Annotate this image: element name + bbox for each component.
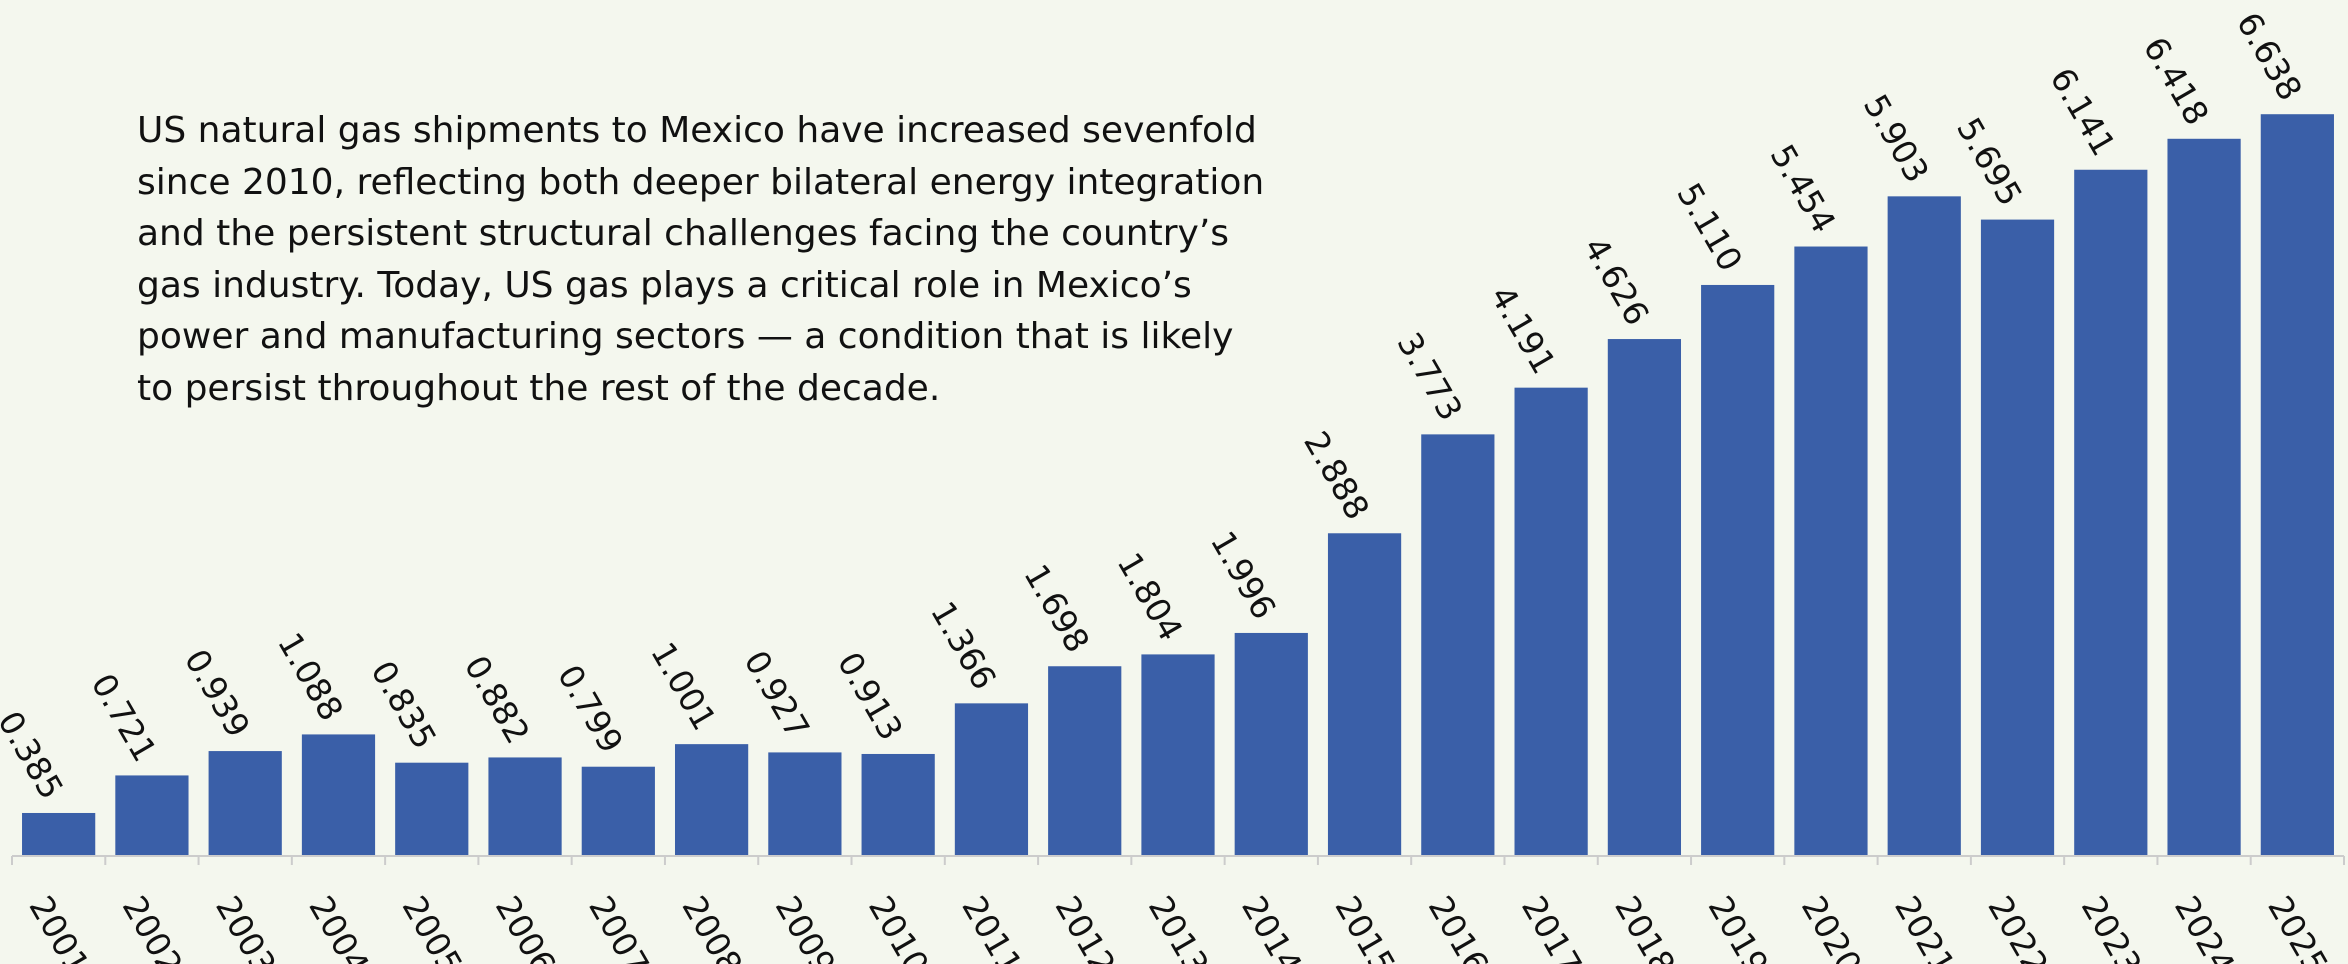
bar-2019 (1701, 284, 1775, 857)
bar-2023 (2074, 169, 2148, 856)
tick-label-2002: 2002 (115, 889, 191, 964)
bar-2006 (488, 757, 562, 856)
tick-label-2004: 2004 (301, 889, 377, 964)
tick-label-2021: 2021 (1887, 889, 1963, 964)
value-label-2013: 1.804 (1110, 546, 1191, 647)
value-label-2015: 2.888 (1296, 425, 1377, 526)
bar-2024 (2167, 138, 2241, 857)
value-label-2007: 0.799 (550, 658, 631, 759)
bar-2016 (1421, 434, 1495, 856)
tick-label-2006: 2006 (488, 889, 564, 964)
value-label-2009: 0.927 (736, 644, 817, 745)
tick-label-2019: 2019 (1701, 889, 1777, 964)
value-label-2018: 4.626 (1576, 230, 1657, 331)
tick-label-2013: 2013 (1141, 889, 1217, 964)
tick-label-2010: 2010 (861, 889, 937, 964)
bar-2017 (1514, 387, 1588, 856)
tick-label-2020: 2020 (1794, 889, 1870, 964)
bar-2025 (2260, 114, 2334, 856)
tick-label-2009: 2009 (768, 889, 844, 964)
bar-2018 (1607, 339, 1682, 856)
bar-2009 (768, 752, 842, 856)
bar-2002 (115, 775, 189, 856)
tick-label-2024: 2024 (2167, 889, 2243, 964)
tick-label-2022: 2022 (1980, 889, 2056, 964)
value-label-2005: 0.835 (363, 654, 444, 755)
tick-label-2023: 2023 (2074, 889, 2150, 964)
bar-2015 (1327, 533, 1402, 856)
tick-marks-group (11, 856, 2345, 865)
value-label-2020: 5.454 (1763, 138, 1844, 239)
tick-label-2016: 2016 (1421, 889, 1497, 964)
value-label-2022: 5.695 (1949, 111, 2030, 212)
bar-2014 (1234, 632, 1308, 856)
value-label-2021: 5.903 (1856, 88, 1937, 189)
tick-label-2017: 2017 (1514, 889, 1590, 964)
bars-group (22, 114, 2334, 857)
bar-2008 (674, 744, 749, 856)
tick-label-2014: 2014 (1234, 889, 1310, 964)
bar-2012 (1048, 666, 1122, 856)
bar-2021 (1887, 196, 1961, 857)
tick-label-2007: 2007 (581, 889, 657, 964)
value-label-2010: 0.913 (830, 645, 911, 746)
value-label-2017: 4.191 (1483, 279, 1564, 380)
value-label-2011: 1.366 (923, 595, 1004, 696)
tick-label-2008: 2008 (674, 889, 750, 964)
value-label-2024: 6.418 (2136, 30, 2217, 131)
value-label-2014: 1.996 (1203, 524, 1284, 625)
value-label-2002: 0.721 (84, 667, 165, 768)
tick-label-2003: 2003 (208, 889, 284, 964)
tick-label-2018: 2018 (1607, 889, 1683, 964)
bar-2013 (1141, 654, 1215, 856)
value-label-2023: 6.141 (2042, 61, 2123, 162)
tick-label-2001: 2001 (21, 889, 97, 964)
tick-label-2015: 2015 (1327, 889, 1403, 964)
value-label-2006: 0.882 (457, 649, 538, 750)
tick-label-2005: 2005 (395, 889, 471, 964)
bar-2022 (1980, 219, 2055, 857)
bar-2004 (301, 734, 376, 856)
bar-2005 (395, 762, 469, 856)
tick-label-2012: 2012 (1048, 889, 1124, 964)
tick-label-2025: 2025 (2260, 889, 2336, 964)
bar-2007 (581, 766, 655, 856)
value-label-2016: 3.773 (1389, 326, 1470, 427)
bar-2010 (861, 753, 935, 856)
value-label-2008: 1.001 (643, 636, 724, 737)
bar-2020 (1794, 246, 1868, 856)
value-label-2025: 6.638 (2229, 6, 2310, 107)
value-label-2003: 0.939 (177, 642, 258, 743)
bar-2003 (208, 751, 282, 856)
tick-label-2011: 2011 (954, 889, 1030, 964)
value-label-2012: 1.698 (1016, 558, 1097, 659)
value-label-2019: 5.110 (1669, 176, 1750, 277)
tick-labels-group: 2001 2002 2003 2004 2005 2006 2007 2008 2009 2010… (21, 889, 2335, 964)
value-label-2001: 0.385 (0, 704, 71, 805)
chart-annotation: US natural gas shipments to Mexico have … (137, 110, 1265, 409)
bar-2011 (954, 703, 1029, 856)
value-label-2004: 1.088 (270, 626, 351, 727)
bar-2001 (22, 812, 96, 856)
